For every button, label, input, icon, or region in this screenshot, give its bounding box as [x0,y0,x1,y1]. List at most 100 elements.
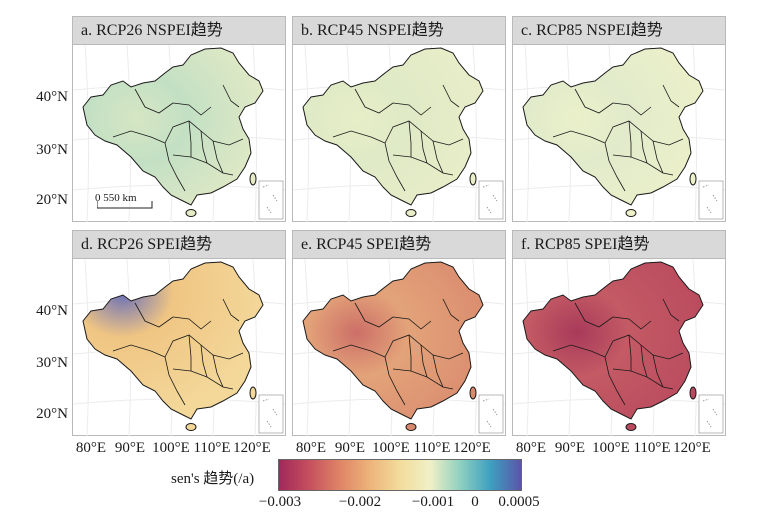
china-map [513,45,725,222]
china-map [73,45,285,222]
scale-bar-line [96,201,153,209]
region-boundary [354,302,394,328]
region-boundary [200,344,244,360]
x-label-110e: 110°E [193,440,231,456]
legend-tick: −0.002 [338,494,382,510]
y-label-40n-top: 40°N [36,89,68,105]
map-area [73,259,285,436]
x-label-80e: 80°E [295,440,327,456]
region-boundary [408,120,412,157]
graticule-line [304,259,310,436]
panel-title: c. RCP85 NSPEI趋势 [513,17,725,45]
panel-title: b. RCP45 NSPEI趋势 [293,17,505,45]
region-boundary [134,88,174,114]
region-boundary [188,334,192,371]
taiwan-island [249,172,257,186]
hainan-island [405,209,417,217]
region-boundary [604,142,626,192]
region-boundary [112,344,166,358]
map-area [73,45,285,222]
x-label-110e: 110°E [413,440,451,456]
region-boundary [384,120,422,144]
taiwan-island [469,386,477,400]
region-boundary [392,102,432,116]
graticule-line [304,45,310,222]
country-outline [82,261,264,420]
region-boundary [200,344,208,378]
graticule-line [252,259,258,436]
legend-tick: 0.0005 [498,494,540,510]
region-boundary [332,344,386,358]
region-boundary [222,298,240,322]
region-boundary [662,298,680,322]
region-boundary [652,354,674,390]
panel-e: e. RCP45 SPEI趋势 [292,230,506,436]
taiwan-island [249,386,257,400]
region-boundary [640,130,684,146]
china-map [73,259,285,436]
south-china-sea-inset [478,180,504,220]
region-boundary [612,316,652,330]
region-boundary [164,356,186,406]
taiwan-island [689,386,697,400]
region-boundary [354,88,394,114]
south-china-sea-inset [698,394,724,434]
region-boundary [652,140,674,176]
region-boundary [640,130,648,164]
south-china-sea-inset [258,394,284,434]
region-boundary [164,120,202,144]
region-boundary [432,140,454,176]
south-china-sea-inset [698,180,724,220]
graticule-line [472,259,478,436]
x-label-100e: 100°E [372,440,410,456]
hainan-island [185,423,197,431]
region-boundary [420,344,428,378]
y-label-20n-bottom: 20°N [36,406,68,422]
region-boundary [604,334,642,358]
region-boundary [640,344,684,360]
china-map [293,259,505,436]
y-label-40n-bottom: 40°N [36,303,68,319]
x-label-120e: 120°E [453,440,491,456]
region-boundary [172,154,224,174]
graticule-line [472,45,478,222]
region-boundary [612,102,652,116]
region-boundary [222,84,240,108]
legend-colorbar [278,459,522,491]
region-boundary [164,142,186,192]
x-label-80e: 80°E [515,440,547,456]
region-boundary [164,334,202,358]
china-map [293,45,505,222]
region-boundary [432,354,454,390]
legend-title: sen's 趋势(/a) [171,471,255,487]
region-boundary [188,120,192,157]
region-boundary [408,334,412,371]
region-boundary [172,102,212,116]
region-boundary [612,368,664,388]
hainan-island [185,209,197,217]
region-boundary [384,356,406,406]
region-boundary [420,130,428,164]
scale-bar-label: 0 550 km [95,192,137,204]
region-boundary [200,130,208,164]
region-boundary [612,154,664,174]
panel-c: c. RCP85 NSPEI趋势 [512,16,726,222]
region-boundary [392,154,444,174]
graticule-line [524,259,530,436]
region-boundary [442,298,460,322]
region-boundary [442,84,460,108]
legend-tick: −0.003 [258,494,302,510]
x-label-90e: 90°E [334,440,366,456]
region-boundary [212,140,234,176]
x-label-80e: 80°E [75,440,107,456]
country-outline [302,47,484,206]
graticule-line [252,45,258,222]
map-area [513,259,725,436]
region-boundary [420,130,464,146]
region-boundary [574,88,614,114]
inset-dashes [262,398,278,428]
hainan-island [625,423,637,431]
region-boundary [604,120,642,144]
y-label-30n-top: 30°N [36,142,68,158]
x-label-90e: 90°E [114,440,146,456]
